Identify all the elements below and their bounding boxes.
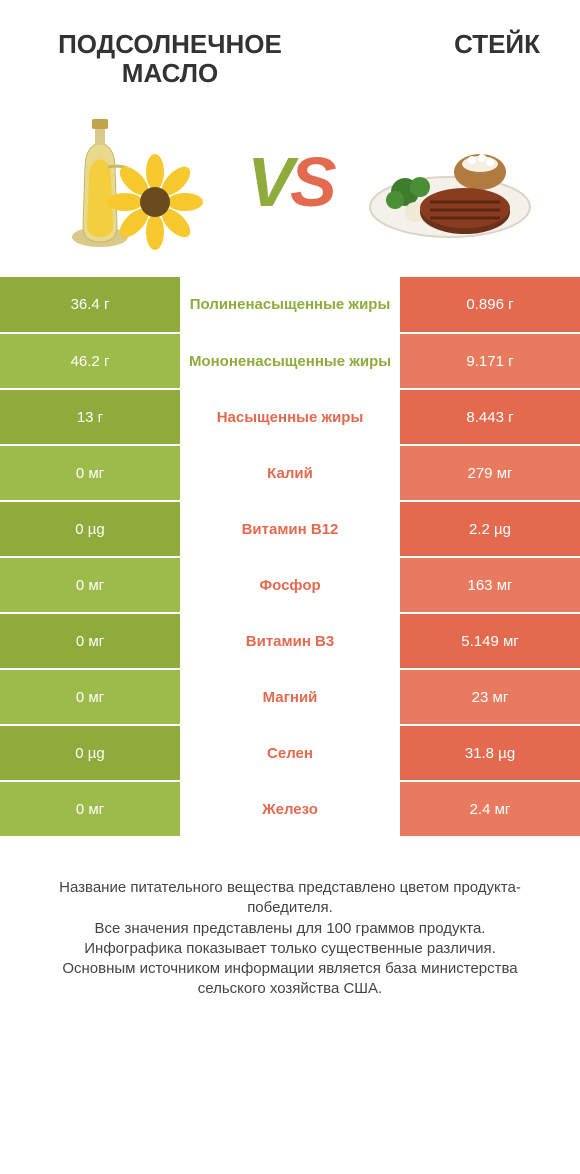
value-left: 0 мг xyxy=(0,445,180,501)
table-row: 0 µgВитамин B122.2 µg xyxy=(0,501,580,557)
value-left: 0 мг xyxy=(0,669,180,725)
images-row: VS xyxy=(0,97,580,277)
nutrient-label: Селен xyxy=(180,725,400,781)
vs-v: V xyxy=(247,143,290,221)
footer-line-2: Все значения представлены для 100 граммо… xyxy=(30,919,550,939)
value-left: 36.4 г xyxy=(0,277,180,333)
value-right: 2.4 мг xyxy=(400,781,580,837)
table-row: 0 мгФосфор163 мг xyxy=(0,557,580,613)
value-right: 2.2 µg xyxy=(400,501,580,557)
table-row: 0 мгЖелезо2.4 мг xyxy=(0,781,580,837)
nutrient-label: Железо xyxy=(180,781,400,837)
vs-label: VS xyxy=(247,142,332,222)
value-right: 8.443 г xyxy=(400,389,580,445)
value-right: 0.896 г xyxy=(400,277,580,333)
footer-line-1: Название питательного вещества представл… xyxy=(30,878,550,919)
product-left-image xyxy=(40,107,220,257)
footer-line-3: Инфографика показывает только существенн… xyxy=(30,939,550,959)
value-left: 46.2 г xyxy=(0,333,180,389)
table-row: 0 мгВитамин B35.149 мг xyxy=(0,613,580,669)
nutrient-label: Калий xyxy=(180,445,400,501)
nutrient-label: Фосфор xyxy=(180,557,400,613)
comparison-table: 36.4 гПолиненасыщенные жиры0.896 г46.2 г… xyxy=(0,277,580,838)
footer-notes: Название питательного вещества представл… xyxy=(0,838,580,1030)
value-right: 279 мг xyxy=(400,445,580,501)
nutrient-label: Насыщенные жиры xyxy=(180,389,400,445)
table-row: 0 µgСелен31.8 µg xyxy=(0,725,580,781)
value-right: 9.171 г xyxy=(400,333,580,389)
value-right: 163 мг xyxy=(400,557,580,613)
table-row: 46.2 гМононенасыщенные жиры9.171 г xyxy=(0,333,580,389)
value-left: 13 г xyxy=(0,389,180,445)
nutrient-label: Витамин B12 xyxy=(180,501,400,557)
value-right: 5.149 мг xyxy=(400,613,580,669)
vs-s: S xyxy=(290,143,333,221)
value-right: 23 мг xyxy=(400,669,580,725)
value-right: 31.8 µg xyxy=(400,725,580,781)
nutrient-label: Магний xyxy=(180,669,400,725)
product-right-title: Стейк xyxy=(380,30,540,59)
value-left: 0 µg xyxy=(0,725,180,781)
header-row: Подсолнечное масло Стейк xyxy=(0,0,580,97)
product-left-title: Подсолнечное масло xyxy=(40,30,300,87)
value-left: 0 мг xyxy=(0,613,180,669)
footer-line-4: Основным источником информации является … xyxy=(30,959,550,1000)
value-left: 0 µg xyxy=(0,501,180,557)
value-left: 0 мг xyxy=(0,781,180,837)
value-left: 0 мг xyxy=(0,557,180,613)
product-right-image xyxy=(360,107,540,257)
nutrient-label: Мононенасыщенные жиры xyxy=(180,333,400,389)
table-row: 0 мгКалий279 мг xyxy=(0,445,580,501)
table-row: 36.4 гПолиненасыщенные жиры0.896 г xyxy=(0,277,580,333)
nutrient-label: Витамин B3 xyxy=(180,613,400,669)
table-row: 13 гНасыщенные жиры8.443 г xyxy=(0,389,580,445)
table-row: 0 мгМагний23 мг xyxy=(0,669,580,725)
nutrient-label: Полиненасыщенные жиры xyxy=(180,277,400,333)
infographic-container: Подсолнечное масло Стейк xyxy=(0,0,580,1030)
